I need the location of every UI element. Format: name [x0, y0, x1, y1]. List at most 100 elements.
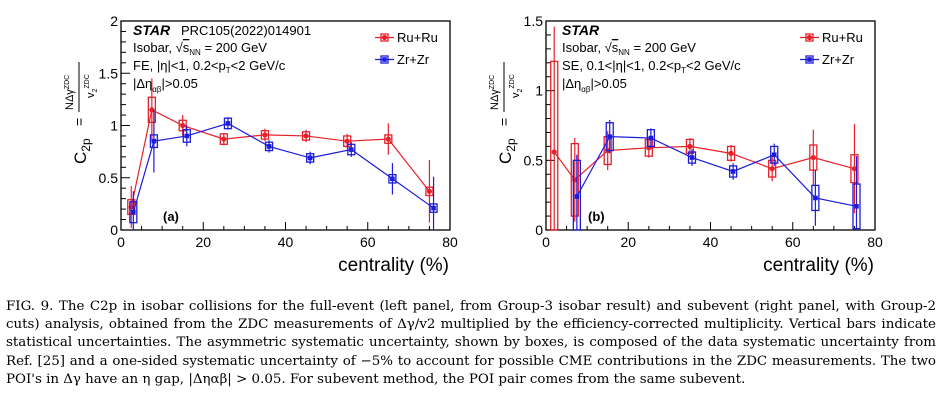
sys-box-zr	[264, 141, 274, 152]
data-point-ru	[303, 133, 309, 139]
data-point-ru	[551, 149, 557, 155]
data-point-ru	[149, 107, 155, 113]
sys-box-ru	[384, 134, 393, 144]
data-point-zr	[574, 194, 580, 199]
star-label-right: STAR	[562, 22, 600, 38]
data-point-zr	[390, 176, 395, 182]
sys-box-zr	[347, 143, 356, 156]
data-point-zr	[854, 204, 859, 209]
ylabel-denominator-left: v2ZDC	[84, 74, 99, 98]
data-point-ru	[810, 154, 816, 161]
data-point-ru	[851, 166, 858, 172]
series-line-zr-right	[576, 136, 857, 207]
ylabel-c2p-left: C2p	[71, 138, 93, 164]
legend-right: Ru+Ru Zr+Zr	[800, 30, 863, 67]
sys-box-zr	[306, 153, 315, 163]
sys-box-zr	[388, 173, 397, 184]
figure-caption: FIG. 9. The C2p in isobar collisions for…	[6, 298, 936, 389]
sys-box-ru	[219, 133, 228, 145]
sys-box-zr	[149, 134, 159, 149]
data-point-zr	[307, 155, 313, 161]
info-eta-gap-right: |Δηαβ|>0.05	[562, 76, 627, 94]
sys-box-zr	[605, 122, 614, 152]
legend-left: Ru+Ru Zr+Zr	[375, 30, 438, 67]
panel-left: 0 20 40 60 80 0 0.5 1 1.5 2 C2p = NΔγZDC v2ZDC ce…	[64, 13, 458, 276]
series-line-ru-left	[130, 108, 430, 208]
sys-box-ru	[726, 145, 736, 161]
data-point-zr	[689, 155, 695, 160]
x-tick-label: 0	[542, 234, 550, 250]
legend-label-ru-left: Ru+Ru	[397, 30, 438, 45]
x-axis-title-right: centrality (%)	[763, 255, 874, 276]
data-point-zr	[648, 135, 654, 141]
data-point-ru	[262, 132, 268, 138]
data-point-ru	[385, 136, 391, 142]
sys-box-zr	[129, 201, 138, 224]
data-marks-left	[127, 78, 438, 230]
data-point-ru	[221, 136, 227, 142]
x-tick-label: 40	[278, 234, 294, 250]
legend-label-zr-left: Zr+Zr	[397, 52, 430, 67]
svg-text:=: =	[71, 118, 87, 126]
y-tick-label: 1.5	[524, 13, 544, 29]
x-tick-label: 60	[360, 234, 376, 250]
info-cuts-left: FE, |η|<1, 0.2<pT<2 GeV/c	[133, 58, 286, 75]
x-tick-label: 80	[442, 234, 458, 250]
sys-box-ru	[301, 131, 311, 141]
sys-box-zr	[429, 203, 438, 213]
sys-box-zr	[182, 129, 191, 143]
data-point-ru	[180, 122, 186, 129]
sys-box-ru	[809, 144, 818, 171]
data-point-zr	[730, 169, 736, 174]
ylabel-numerator-right: NΔγZDC	[489, 75, 501, 110]
data-point-zr	[151, 138, 157, 144]
legend-label-zr-right: Zr+Zr	[822, 52, 855, 67]
sys-box-zr	[770, 145, 779, 164]
data-point-zr	[266, 144, 272, 149]
sys-box-ru	[570, 142, 579, 217]
sys-box-zr	[811, 184, 820, 212]
info-energy-right: Isobar, √sNN = 200 GeV	[562, 40, 696, 57]
y-tick-label: 0	[110, 222, 118, 238]
sys-box-ru	[550, 60, 559, 231]
sys-box-ru	[768, 159, 777, 178]
data-point-ru	[426, 188, 433, 194]
x-tick-label: 0	[117, 234, 125, 250]
y-tick-label: 2	[110, 13, 118, 29]
x-tick-label: 80	[867, 234, 883, 250]
figure-9: 0 20 40 60 80 0 0.5 1 1.5 2 C2p = NΔγZDC v2ZDC ce…	[64, 13, 883, 276]
data-point-ru	[728, 150, 734, 156]
y-tick-label: 0.5	[524, 152, 544, 168]
sys-box-ru	[260, 130, 270, 140]
sys-box-ru	[685, 138, 695, 155]
data-point-zr	[771, 152, 777, 158]
data-point-zr	[225, 121, 231, 126]
sys-box-zr	[223, 117, 233, 130]
sys-box-ru	[147, 96, 156, 124]
panel-right: 0 20 40 60 80 0 0.5 1 1.5 C2p = NΔγZDC v2ZDC cen…	[489, 13, 883, 276]
legend-label-ru-right: Ru+Ru	[822, 30, 863, 45]
info-cuts-right: SE, 0.1<|η|<1, 0.2<pT<2 GeV/c	[562, 58, 741, 75]
x-axis-title-left: centrality (%)	[338, 255, 449, 276]
y-tick-label: 1	[535, 83, 543, 99]
sys-box-zr	[646, 129, 656, 148]
ylabel-c2p-right: C2p	[496, 138, 518, 164]
caption-text: The C2p in isobar collisions for the ful…	[6, 299, 936, 387]
svg-text:=: =	[496, 118, 512, 126]
data-point-zr	[131, 209, 136, 215]
data-point-zr	[431, 205, 436, 211]
x-tick-label: 60	[785, 234, 801, 250]
data-point-zr	[184, 133, 190, 139]
data-point-zr	[349, 147, 354, 152]
x-tick-label: 20	[620, 234, 636, 250]
sys-box-ru	[850, 154, 859, 184]
data-point-ru	[687, 143, 693, 149]
sys-box-zr	[728, 165, 738, 178]
y-axis-title-left: C2p = NΔγZDC v2ZDC	[64, 62, 99, 164]
data-marks-right	[550, 26, 861, 231]
panel-label-b: (b)	[588, 209, 605, 224]
data-point-zr	[813, 195, 818, 201]
sys-box-zr	[852, 183, 861, 230]
ylabel-numerator-left: NΔγZDC	[64, 75, 76, 110]
x-tick-label: 20	[195, 234, 211, 250]
